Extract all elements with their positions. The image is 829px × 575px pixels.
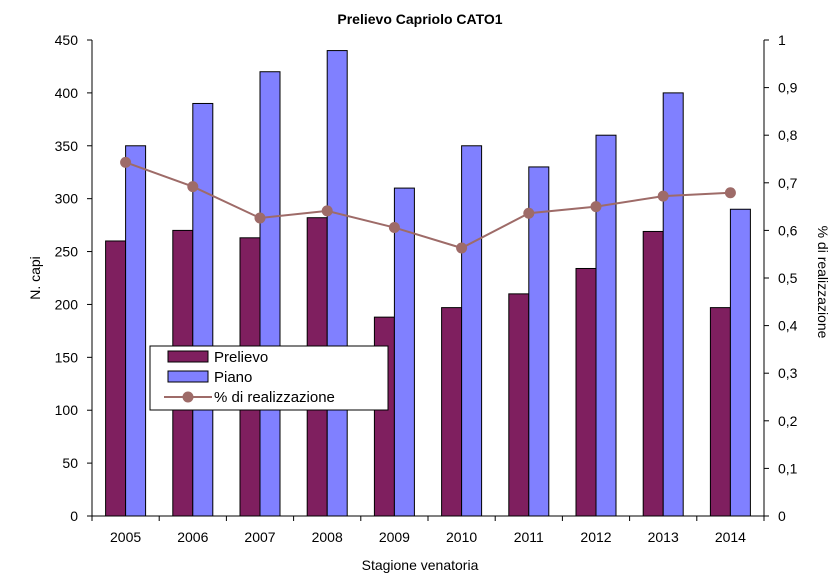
y-tick-label: 450 — [55, 32, 79, 48]
y2-tick-label: 0,8 — [778, 127, 798, 143]
legend-label-1: Piano — [214, 369, 252, 386]
x-tick-label: 2009 — [379, 529, 410, 545]
legend-swatch-1 — [167, 370, 209, 383]
bar-prelievo-2012 — [575, 267, 597, 517]
y-tick-label: 400 — [55, 85, 79, 101]
y-tick-label: 250 — [55, 244, 79, 260]
y2-tick-label: 0,6 — [778, 222, 798, 238]
bar-piano-2009 — [393, 187, 415, 517]
x-axis-title: Stagione venatoria — [362, 557, 479, 573]
legend-swatch-0 — [167, 350, 209, 363]
y-axis-title: N. capi — [27, 256, 43, 300]
bar-piano-2012 — [595, 134, 617, 517]
x-tick-label: 2007 — [244, 529, 275, 545]
legend-label-0: Prelievo — [214, 349, 268, 366]
bar-piano-2010 — [461, 145, 483, 517]
y-tick-label: 350 — [55, 138, 79, 154]
point-realizzazione-2008 — [321, 205, 333, 217]
legend: Prelievo Piano % di realizzazione — [149, 345, 389, 411]
bar-piano-2007 — [259, 71, 281, 517]
y2-tick-label: 1 — [778, 32, 786, 48]
y-tick-label: 200 — [55, 296, 79, 312]
point-realizzazione-2009 — [388, 222, 400, 234]
y-tick-label: 50 — [62, 455, 78, 471]
y-tick-label: 300 — [55, 191, 79, 207]
bar-piano-2014 — [729, 208, 751, 517]
legend-swatch-marker — [182, 391, 194, 403]
bar-prelievo-2011 — [508, 293, 530, 517]
bar-piano-2013 — [662, 92, 684, 517]
x-tick-label: 2012 — [580, 529, 611, 545]
bar-prelievo-2005 — [105, 240, 127, 517]
point-realizzazione-2014 — [724, 187, 736, 199]
bar-prelievo-2013 — [642, 230, 664, 517]
x-tick-label: 2014 — [715, 529, 746, 545]
bar-piano-2011 — [528, 166, 550, 517]
bar-piano-2008 — [326, 50, 348, 517]
x-tick-label: 2011 — [514, 529, 544, 545]
bar-piano-2005 — [125, 145, 147, 517]
y2-tick-label: 0,3 — [778, 365, 798, 381]
y2-tick-label: 0,5 — [778, 270, 798, 286]
y2-tick-label: 0,4 — [778, 318, 798, 334]
point-realizzazione-2007 — [254, 212, 266, 224]
y-tick-label: 100 — [55, 402, 79, 418]
point-realizzazione-2013 — [657, 190, 669, 202]
y-tick-label: 0 — [70, 508, 78, 524]
point-realizzazione-2012 — [590, 201, 602, 213]
y2-axis-title: % di realizzazione — [815, 226, 829, 339]
bar-prelievo-2014 — [709, 307, 731, 517]
plot-area: 0 50 100 150 200 250 300 350 400 450 0 0,1 0,2 0,3 0,4… — [55, 32, 798, 545]
bar-prelievo-2010 — [441, 307, 463, 517]
x-tick-label: 2005 — [110, 529, 141, 545]
point-realizzazione-2005 — [120, 156, 132, 168]
x-tick-label: 2006 — [177, 529, 208, 545]
chart-title: Prelievo Capriolo CATO1 — [337, 11, 502, 27]
x-tick-label: 2010 — [446, 529, 477, 545]
point-realizzazione-2011 — [523, 207, 535, 219]
x-tick-label: 2008 — [312, 529, 343, 545]
y2-tick-label: 0 — [778, 508, 786, 524]
line-realizzazione — [125, 161, 731, 250]
y-tick-label: 150 — [55, 349, 79, 365]
x-tick-label: 2013 — [648, 529, 679, 545]
y2-tick-label: 0,9 — [778, 80, 798, 96]
point-realizzazione-2010 — [456, 242, 468, 254]
y2-tick-label: 0,2 — [778, 413, 798, 429]
bar-piano-2006 — [192, 102, 214, 517]
point-realizzazione-2006 — [187, 181, 199, 193]
legend-label-2: % di realizzazione — [214, 389, 335, 406]
y2-tick-label: 0,1 — [778, 460, 798, 476]
y2-tick-label: 0,7 — [778, 175, 798, 191]
